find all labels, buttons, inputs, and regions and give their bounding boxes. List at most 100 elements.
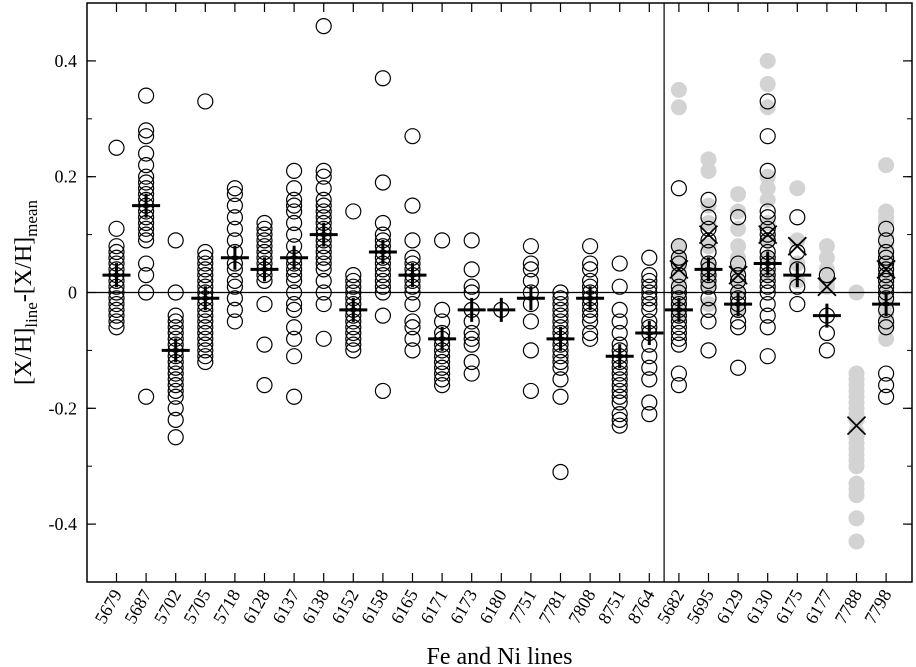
open-circle-data-point	[256, 214, 273, 232]
open-circle-data-point	[463, 330, 480, 347]
open-circle-data-point	[197, 249, 214, 266]
x-tick-label: 5702	[150, 586, 185, 627]
open-circle-data-point	[315, 261, 332, 278]
open-circle-data-point	[552, 295, 569, 313]
grey-data-point	[759, 76, 776, 93]
x-marker-stroke	[698, 224, 719, 245]
open-circle-data-point	[226, 209, 243, 226]
open-circle-data-point	[286, 272, 303, 290]
open-circle-data-point	[167, 429, 184, 446]
open-circle-data-point	[197, 319, 214, 336]
grey-data-point	[730, 203, 747, 220]
open-circle-data-point	[404, 232, 421, 249]
open-circle-data-point	[197, 255, 214, 272]
open-circle-data-point	[641, 359, 658, 376]
x-tick-label: 8751	[594, 586, 629, 627]
open-circle-data-point	[670, 238, 688, 255]
open-circle-data-point	[611, 313, 628, 330]
x-tick-label: 6128	[239, 586, 274, 627]
open-circle-data-point	[670, 267, 688, 284]
open-circle-data-point	[641, 290, 658, 307]
open-circle-data-point	[138, 226, 155, 243]
open-circle-data-point	[877, 243, 895, 261]
open-circle-data-point	[226, 185, 243, 203]
grey-data-point	[818, 249, 835, 266]
open-circle-data-point	[404, 197, 421, 214]
y-tick-label: -0.4	[49, 514, 78, 534]
open-circle-data-point	[522, 255, 540, 272]
grey-data-point	[848, 510, 865, 527]
open-circle-data-point	[552, 388, 569, 405]
open-circle-data-point	[670, 278, 688, 295]
open-circle-data-point	[611, 394, 628, 411]
open-circle-data-point	[729, 272, 747, 290]
open-circle-data-point	[286, 214, 303, 232]
open-circle-data-point	[522, 272, 540, 290]
grey-data-point	[730, 261, 747, 278]
open-circle-data-point	[315, 168, 332, 185]
open-circle-data-point	[641, 278, 658, 295]
x-tick-label: 6171	[416, 586, 451, 627]
y-axis-title-sub2: mean	[22, 200, 41, 237]
open-circle-data-point	[197, 313, 214, 330]
open-circle-data-point	[345, 203, 362, 220]
grey-data-point	[670, 81, 687, 98]
open-circle-data-point	[759, 307, 776, 324]
open-circle-data-point	[197, 336, 214, 353]
open-circle-data-point	[374, 272, 391, 290]
x-tick-label: 6173	[446, 586, 481, 627]
y-axis-title: [X/H]line-[X/H]mean	[11, 200, 41, 385]
open-circle-data-point	[877, 365, 895, 382]
open-circle-data-point	[552, 353, 569, 371]
open-circle-data-point	[641, 272, 658, 290]
open-circle-data-point	[374, 278, 391, 295]
open-circle-data-point	[286, 203, 303, 220]
open-circle-data-point	[759, 295, 776, 313]
open-circle-data-point	[138, 174, 155, 191]
open-circle-data-point	[611, 417, 628, 434]
open-circle-data-point	[611, 377, 628, 394]
open-circle-data-point	[315, 180, 332, 197]
open-circle-data-point	[138, 128, 155, 145]
open-circle-data-point	[581, 313, 599, 330]
open-circle-data-point	[315, 330, 332, 347]
grey-data-point	[730, 249, 747, 266]
grey-data-point	[759, 180, 776, 197]
open-circle-data-point	[700, 301, 717, 318]
open-circle-data-point	[552, 307, 569, 324]
open-circle-data-point	[670, 255, 688, 272]
open-circle-data-point	[315, 191, 332, 208]
x-tick-label: 7751	[505, 586, 540, 627]
open-circle-data-point	[552, 290, 569, 307]
x-tick-label: 5687	[120, 586, 155, 627]
open-circle-data-point	[818, 342, 836, 359]
open-circle-data-point	[108, 307, 125, 324]
x-marker-stroke	[787, 236, 807, 256]
x-tick-label: 6165	[387, 586, 422, 627]
open-circle-data-point	[434, 359, 451, 376]
open-circle-data-point	[108, 301, 125, 318]
open-circle-data-point	[167, 388, 184, 405]
open-circle-data-point	[404, 319, 421, 336]
open-circle-data-point	[759, 209, 776, 226]
open-circle-data-point	[463, 353, 480, 371]
open-circle-data-point	[670, 336, 688, 353]
y-tick-label: 0	[68, 283, 77, 303]
grey-data-point	[670, 272, 687, 289]
x-marker-stroke	[728, 265, 748, 285]
x-tick-label: 6175	[771, 586, 806, 627]
open-circle-data-point	[670, 324, 688, 342]
open-circle-data-point	[167, 400, 184, 417]
open-circle-data-point	[522, 238, 540, 255]
grey-data-point	[670, 249, 687, 266]
open-circle-data-point	[641, 371, 658, 388]
open-circle-data-point	[611, 324, 628, 342]
open-circle-data-point	[167, 377, 184, 394]
open-circle-data-point	[670, 180, 688, 197]
open-circle-data-point	[108, 313, 125, 330]
x-tick-label: 6137	[268, 586, 303, 627]
grey-data-point	[818, 261, 835, 278]
open-circle-data-point	[374, 382, 391, 400]
open-circle-data-point	[818, 267, 836, 284]
open-circle-data-point	[434, 353, 451, 371]
